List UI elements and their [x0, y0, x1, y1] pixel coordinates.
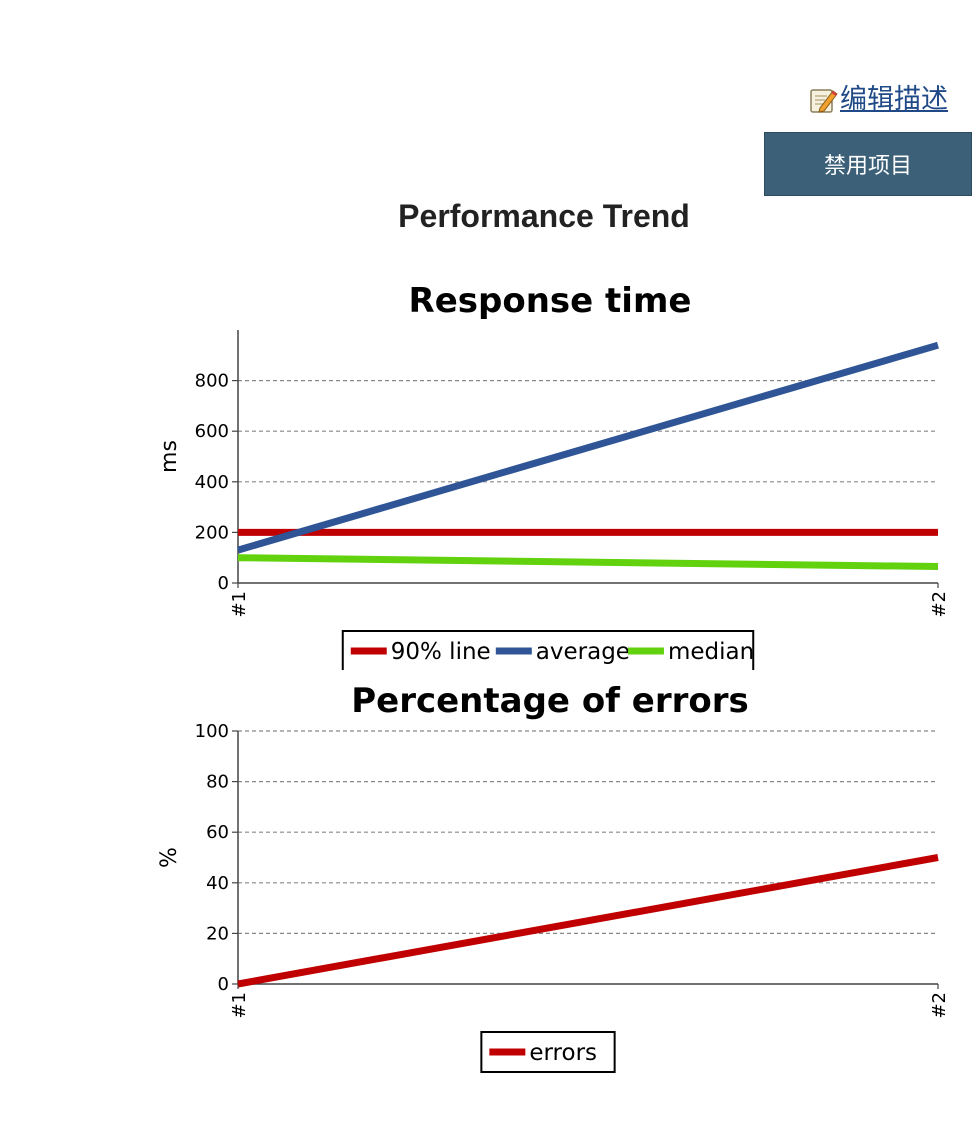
- y-tick-label: 40: [206, 873, 229, 894]
- disable-project-button[interactable]: 禁用项目: [764, 132, 972, 196]
- y-tick-label: 60: [206, 822, 229, 843]
- errors-chart: Percentage of errors% 0 20 40 60 80 100 #1 #2 err…: [157, 681, 950, 1073]
- section-title: Performance Trend: [398, 198, 690, 234]
- legend-box: [341, 630, 755, 670]
- response-time-chart: Response time ms 0 200 400 600 800 #1 #2 90% line…: [157, 281, 950, 670]
- y-tick-label: 100: [195, 721, 229, 742]
- x-tick-label: #2: [929, 992, 950, 1019]
- legend-label: average: [536, 639, 630, 665]
- edit-description-label[interactable]: 编辑描述: [840, 84, 948, 115]
- series-line-average: [237, 341, 939, 554]
- legend-label: median: [668, 639, 754, 665]
- legend: errors: [480, 1031, 616, 1073]
- y-tick-label: 800: [195, 371, 229, 392]
- series-line-median: [237, 554, 939, 571]
- chart-title: Percentage of errors: [351, 681, 749, 721]
- x-tick-label: #1: [229, 992, 250, 1019]
- x-tick-label: #2: [929, 591, 950, 618]
- y-tick-label: 600: [195, 421, 229, 442]
- legend-label: 90% line: [391, 639, 491, 665]
- legend: 90% line average median: [341, 630, 755, 670]
- y-axis-label: ms: [157, 440, 182, 473]
- legend-label: errors: [529, 1040, 597, 1066]
- y-axis-label: %: [157, 847, 182, 868]
- chart-title: Response time: [409, 281, 692, 321]
- notepad-pencil-icon: [808, 85, 838, 115]
- y-tick-label: 400: [195, 472, 229, 493]
- y-tick-label: 80: [206, 772, 229, 793]
- y-tick-label: 0: [218, 573, 229, 594]
- edit-description-link[interactable]: 编辑描述: [808, 84, 948, 116]
- y-tick-label: 20: [206, 923, 229, 944]
- y-tick-label: 200: [195, 522, 229, 543]
- y-tick-label: 0: [218, 974, 229, 995]
- x-tick-label: #1: [229, 591, 250, 618]
- series-line-errors: [237, 854, 939, 988]
